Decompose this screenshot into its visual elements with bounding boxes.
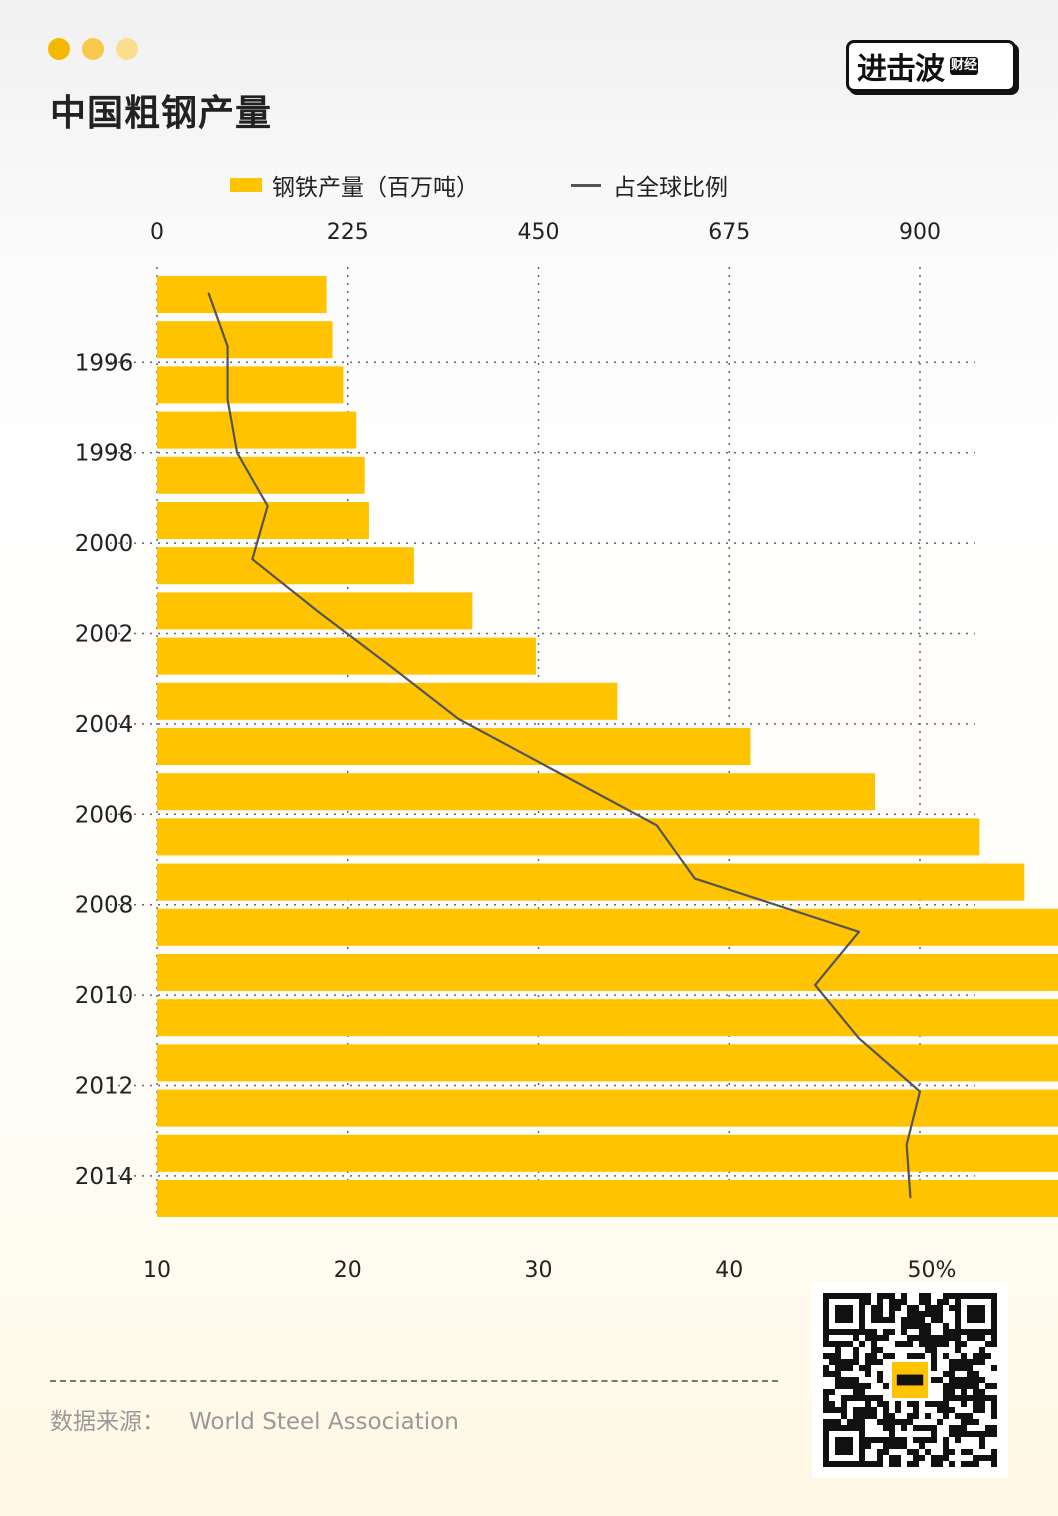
share-point bbox=[267, 505, 269, 507]
top-axis-tick: 225 bbox=[327, 220, 369, 245]
brand-logo: 进击波 财经 bbox=[846, 40, 1016, 92]
share-point bbox=[318, 611, 320, 613]
bar-2000 bbox=[157, 547, 414, 585]
share-point bbox=[251, 558, 253, 560]
year-label: 2006 bbox=[75, 802, 134, 828]
year-label: 2000 bbox=[75, 531, 134, 557]
dot-2 bbox=[82, 38, 104, 60]
logo-sub-text: 财经 bbox=[950, 57, 978, 75]
bar-2011 bbox=[157, 1044, 1058, 1082]
bottom-axis-tick: 30 bbox=[525, 1258, 553, 1283]
share-point bbox=[457, 718, 459, 720]
legend-bar-swatch bbox=[230, 178, 262, 192]
year-label: 2002 bbox=[75, 622, 134, 648]
top-axis-tick: 900 bbox=[899, 220, 941, 245]
legend-line-swatch bbox=[571, 183, 601, 187]
year-label: 1996 bbox=[75, 350, 134, 376]
bar-2001 bbox=[157, 592, 473, 630]
bar-2008 bbox=[157, 908, 1058, 946]
window-dots bbox=[48, 38, 138, 60]
top-axis-tick: 675 bbox=[708, 220, 750, 245]
share-line bbox=[207, 292, 922, 1199]
share-point bbox=[227, 345, 229, 347]
bar-2004 bbox=[157, 728, 751, 765]
bar-2006 bbox=[157, 818, 980, 856]
bottom-axis-tick: 50% bbox=[908, 1258, 957, 1283]
top-axis-tick: 0 bbox=[150, 220, 164, 245]
footer-divider bbox=[50, 1380, 778, 1382]
bottom-axis-tick: 10 bbox=[143, 1258, 171, 1283]
qr-code-graphic bbox=[823, 1293, 997, 1467]
bar-2012 bbox=[157, 1089, 1058, 1127]
share-point bbox=[814, 984, 816, 986]
legend-line-label: 占全球比例 bbox=[613, 175, 728, 201]
share-point bbox=[694, 878, 696, 880]
bar-2003 bbox=[157, 682, 618, 720]
year-label: 2012 bbox=[75, 1074, 134, 1100]
bottom-axis-tick: 20 bbox=[334, 1258, 362, 1283]
source-label: 数据来源： bbox=[50, 1409, 165, 1435]
share-point bbox=[858, 1037, 860, 1039]
share-point bbox=[656, 824, 658, 826]
share-point bbox=[227, 398, 229, 400]
share-point bbox=[208, 292, 210, 294]
legend-bar: 钢铁产量（百万吨） bbox=[230, 168, 479, 202]
year-label: 2014 bbox=[75, 1164, 134, 1190]
steel-chart: 0 225 450 675 900 10 20 30 40 50% 1996 1998 2000 2002… bbox=[75, 220, 1058, 1283]
bar-1995 bbox=[157, 321, 333, 359]
year-label: 2010 bbox=[75, 983, 134, 1009]
bar-2007 bbox=[157, 863, 1025, 901]
year-label: 2004 bbox=[75, 712, 134, 738]
source-value: World Steel Association bbox=[189, 1409, 459, 1435]
share-point bbox=[389, 665, 391, 667]
share-point bbox=[236, 452, 238, 454]
bar-2013 bbox=[157, 1134, 1058, 1172]
bar-1994 bbox=[157, 276, 327, 313]
dot-3 bbox=[116, 38, 138, 60]
share-point bbox=[858, 931, 860, 933]
bar-1998 bbox=[157, 456, 365, 494]
chart-legend: 钢铁产量（百万吨） 占全球比例 bbox=[230, 168, 728, 202]
legend-line: 占全球比例 bbox=[479, 168, 728, 202]
share-point bbox=[909, 1197, 911, 1199]
bar-2014 bbox=[157, 1180, 1058, 1217]
bar-1996 bbox=[157, 366, 344, 404]
share-point bbox=[919, 1091, 921, 1093]
year-label: 1998 bbox=[75, 441, 134, 467]
logo-main-text: 进击波 bbox=[857, 52, 945, 87]
qr-code[interactable] bbox=[812, 1282, 1008, 1478]
share-point bbox=[557, 771, 559, 773]
share-point bbox=[906, 1144, 908, 1146]
bottom-axis-tick: 40 bbox=[715, 1258, 743, 1283]
legend-bar-label: 钢铁产量（百万吨） bbox=[272, 175, 479, 201]
page-title: 中国粗钢产量 bbox=[50, 93, 273, 134]
dot-1 bbox=[48, 38, 70, 60]
bar-2002 bbox=[157, 637, 536, 675]
bar-2009 bbox=[157, 954, 1058, 991]
data-source: 数据来源： World Steel Association bbox=[50, 1402, 483, 1436]
top-axis-tick: 450 bbox=[518, 220, 560, 245]
bar-2010 bbox=[157, 999, 1058, 1037]
bar-2005 bbox=[157, 773, 876, 811]
bar-1997 bbox=[157, 411, 357, 449]
year-label: 2008 bbox=[75, 893, 134, 919]
